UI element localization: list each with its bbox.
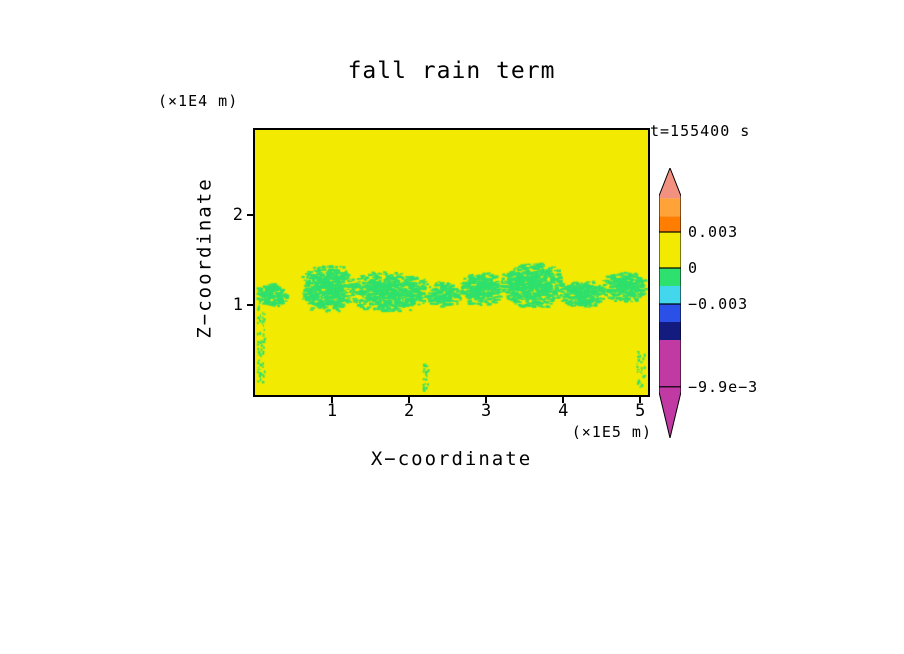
colorbar-segment (659, 286, 681, 304)
colorbar-label: 0.003 (688, 223, 739, 241)
colorbar-segment (659, 322, 681, 340)
colorbar (659, 168, 681, 438)
x-tick (639, 397, 642, 403)
colorbar-segment (659, 304, 681, 322)
plot-title: fall rain term (347, 58, 556, 84)
colorbar-level-line (659, 231, 681, 233)
x-tick-label: 3 (481, 401, 492, 421)
z-tick-label: 2 (232, 205, 243, 226)
colorbar-segment (659, 340, 681, 438)
colorbar-segment (659, 168, 681, 199)
x-tick (331, 397, 334, 403)
x-axis-units-label: (×1E5 m) (571, 423, 652, 441)
plot-canvas (255, 130, 648, 395)
z-tick (247, 214, 253, 217)
colorbar-level-line (659, 267, 681, 269)
z-axis-units-label: (×1E4 m) (158, 92, 239, 110)
x-tick-label: 2 (403, 401, 415, 421)
z-tick (247, 304, 253, 307)
x-tick-label: 5 (635, 401, 646, 421)
x-tick (562, 397, 565, 403)
x-tick (485, 397, 488, 403)
colorbar-segment (659, 216, 681, 232)
x-tick (408, 397, 411, 403)
time-label: t=155400 s (650, 122, 751, 140)
x-tick-label: 4 (558, 401, 569, 421)
z-tick-label: 1 (232, 295, 243, 316)
colorbar-segment (659, 232, 681, 268)
colorbar-level-line (659, 303, 681, 305)
colorbar-segment (659, 268, 681, 286)
colorbar-label: 0 (688, 259, 699, 277)
plot-area-frame (253, 128, 650, 397)
colorbar-label: −0.003 (688, 295, 749, 313)
colorbar-label: −9.9e−3 (688, 377, 759, 396)
z-axis-label: Z−coordinate (193, 177, 216, 339)
colorbar-segment (659, 198, 681, 217)
x-tick-label: 1 (326, 401, 338, 421)
colorbar-level-line (659, 386, 681, 388)
x-axis-label: X−coordinate (370, 448, 533, 470)
